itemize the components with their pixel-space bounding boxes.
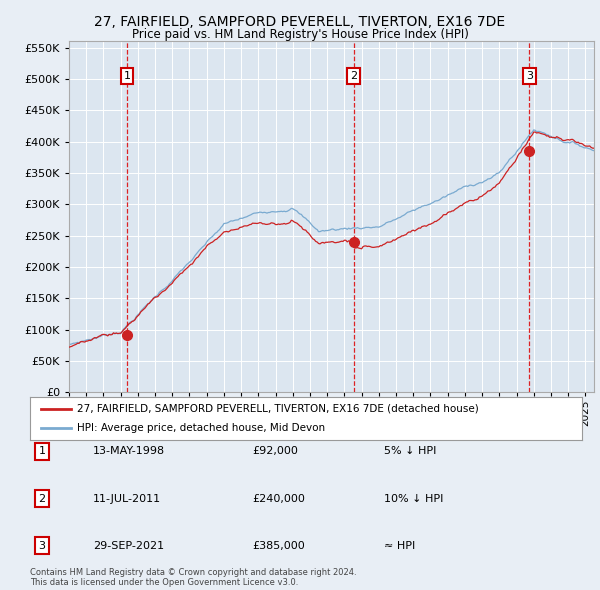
Text: 2: 2 (38, 494, 46, 503)
Text: 11-JUL-2011: 11-JUL-2011 (93, 494, 161, 503)
Text: £240,000: £240,000 (252, 494, 305, 503)
Text: HPI: Average price, detached house, Mid Devon: HPI: Average price, detached house, Mid … (77, 423, 325, 433)
Text: 13-MAY-1998: 13-MAY-1998 (93, 447, 165, 456)
Text: 29-SEP-2021: 29-SEP-2021 (93, 541, 164, 550)
Text: 27, FAIRFIELD, SAMPFORD PEVERELL, TIVERTON, EX16 7DE (detached house): 27, FAIRFIELD, SAMPFORD PEVERELL, TIVERT… (77, 404, 479, 414)
Text: This data is licensed under the Open Government Licence v3.0.: This data is licensed under the Open Gov… (30, 578, 298, 587)
Text: Contains HM Land Registry data © Crown copyright and database right 2024.: Contains HM Land Registry data © Crown c… (30, 568, 356, 577)
Text: £92,000: £92,000 (252, 447, 298, 456)
Text: 3: 3 (38, 541, 46, 550)
Text: 10% ↓ HPI: 10% ↓ HPI (384, 494, 443, 503)
Text: Price paid vs. HM Land Registry's House Price Index (HPI): Price paid vs. HM Land Registry's House … (131, 28, 469, 41)
Text: 2: 2 (350, 71, 357, 81)
Text: £385,000: £385,000 (252, 541, 305, 550)
Text: 5% ↓ HPI: 5% ↓ HPI (384, 447, 436, 456)
Text: 3: 3 (526, 71, 533, 81)
Text: 27, FAIRFIELD, SAMPFORD PEVERELL, TIVERTON, EX16 7DE: 27, FAIRFIELD, SAMPFORD PEVERELL, TIVERT… (94, 15, 506, 29)
Text: 1: 1 (124, 71, 131, 81)
Text: ≈ HPI: ≈ HPI (384, 541, 415, 550)
Text: 1: 1 (38, 447, 46, 456)
